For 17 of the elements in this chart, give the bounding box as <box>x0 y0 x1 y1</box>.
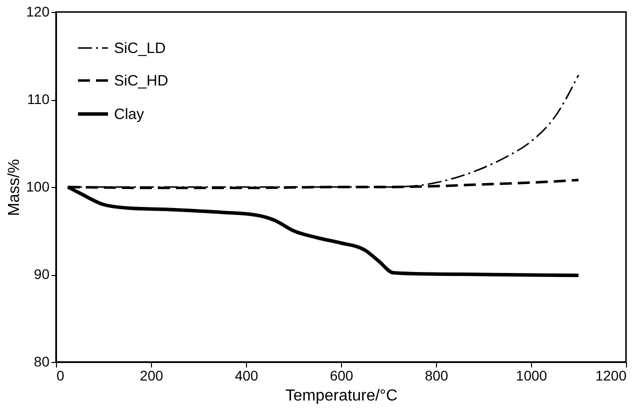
x-tick-label: 600 <box>330 368 354 384</box>
y-tick-label: 120 <box>26 4 50 20</box>
legend-label: SiC_HD <box>114 72 168 90</box>
y-tick-label: 110 <box>27 91 50 107</box>
x-tick-label: 400 <box>234 368 258 384</box>
x-tick-label: 1000 <box>516 368 548 384</box>
x-tick-label: 200 <box>140 368 164 384</box>
y-axis-title: Mass/% <box>6 159 24 216</box>
legend-label: Clay <box>114 106 145 123</box>
y-tick-label: 100 <box>26 178 50 194</box>
x-tick-label: 1200 <box>595 368 627 384</box>
legend-label: SiC_LD <box>114 40 166 57</box>
x-axis-title: Temperature/°C <box>285 388 398 404</box>
x-tick-label: 800 <box>424 368 448 384</box>
y-tick-label: 90 <box>34 266 50 282</box>
x-tick-label: 0 <box>56 368 64 384</box>
y-tick-label: 80 <box>34 354 50 370</box>
